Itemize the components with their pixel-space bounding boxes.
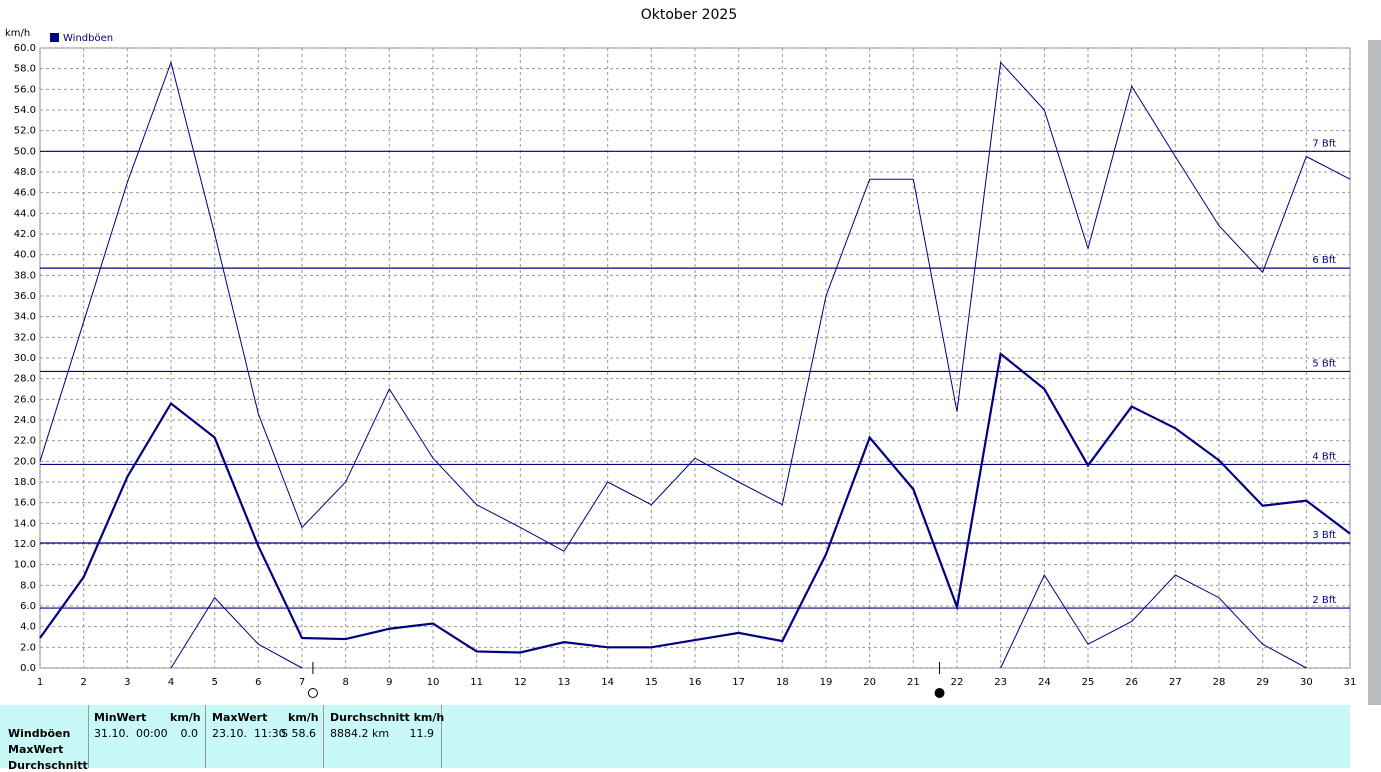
y-tick-label: 36.0	[14, 291, 36, 302]
x-tick-label: 14	[601, 677, 614, 688]
edge-strip	[1368, 40, 1381, 705]
reference-label: 4 Bft	[1312, 451, 1336, 462]
x-tick-label: 28	[1213, 677, 1226, 688]
moon-marker	[934, 688, 945, 698]
y-tick-label: 58.0	[14, 64, 36, 75]
x-tick-label: 20	[863, 677, 876, 688]
x-tick-label: 1	[37, 677, 43, 688]
header: km/h	[170, 711, 201, 724]
reference-label: 7 Bft	[1312, 138, 1336, 149]
y-tick-label: 34.0	[14, 312, 36, 323]
x-tick-label: 4	[168, 677, 174, 688]
cell: S 58.6	[281, 727, 316, 740]
y-tick-label: 60.0	[14, 43, 36, 54]
x-tick-label: 18	[776, 677, 789, 688]
cell: 0.0	[180, 727, 199, 740]
reference-label: 6 Bft	[1312, 255, 1336, 266]
y-tick-label: 40.0	[14, 250, 36, 261]
x-tick-label: 6	[255, 677, 261, 688]
x-tick-label: 11	[470, 677, 483, 688]
header: Durchschnitt km/h	[330, 711, 445, 724]
legend-swatch	[50, 33, 59, 42]
x-tick-label: 19	[820, 677, 833, 688]
x-tick-label: 10	[427, 677, 440, 688]
separator	[88, 705, 89, 768]
x-tick-label: 22	[951, 677, 964, 688]
y-tick-label: 38.0	[14, 270, 36, 281]
y-tick-label: 0.0	[20, 663, 36, 674]
row-label: Durchschnitt	[8, 759, 88, 772]
y-tick-label: 50.0	[14, 146, 36, 157]
separator	[323, 705, 324, 768]
y-tick-label: 52.0	[14, 126, 36, 137]
x-tick-label: 2	[80, 677, 86, 688]
legend-label: Windböen	[63, 33, 113, 44]
y-tick-label: 2.0	[20, 642, 36, 653]
y-tick-label: 4.0	[20, 622, 36, 633]
reference-label: 5 Bft	[1312, 358, 1336, 369]
y-tick-label: 14.0	[14, 518, 36, 529]
cell: 23.10. 11:30	[212, 727, 286, 740]
separator	[205, 705, 206, 768]
x-tick-label: 24	[1038, 677, 1051, 688]
cell: 31.10. 00:00	[94, 727, 168, 740]
series-line	[170, 573, 1307, 669]
y-tick-label: 16.0	[14, 498, 36, 509]
y-tick-label: 54.0	[14, 105, 36, 116]
separator	[441, 705, 442, 768]
y-tick-label: 18.0	[14, 477, 36, 488]
y-axis-label: km/h	[5, 28, 30, 39]
y-tick-label: 56.0	[14, 84, 36, 95]
y-tick-label: 26.0	[14, 394, 36, 405]
series-line	[39, 60, 1351, 552]
header: MinWert	[94, 711, 147, 724]
chart: Oktober 2025 km/h Windböen 0.0 2.0 4.0 6.0 8…	[5, 7, 1381, 705]
moon-marker	[307, 688, 318, 698]
x-tick-label: 29	[1256, 677, 1269, 688]
y-tick-label: 30.0	[14, 353, 36, 364]
y-tick-label: 22.0	[14, 436, 36, 447]
row-label: MaxWert	[8, 743, 64, 756]
x-tick-label: 31	[1344, 677, 1357, 688]
y-tick-label: 10.0	[14, 560, 36, 571]
series-line	[39, 351, 1351, 654]
x-tick-label: 12	[514, 677, 527, 688]
y-tick-label: 32.0	[14, 332, 36, 343]
x-tick-label: 15	[645, 677, 658, 688]
y-tick-label: 12.0	[14, 539, 36, 550]
x-tick-label: 27	[1169, 677, 1182, 688]
x-tick-label: 8	[342, 677, 348, 688]
row-label: Windböen	[8, 727, 71, 740]
summary-table: MinWert km/h MaxWert km/h Durchschnitt k…	[0, 705, 1350, 772]
y-tick-label: 46.0	[14, 188, 36, 199]
cell: 8884.2 km	[330, 727, 390, 740]
x-tick-label: 23	[994, 677, 1007, 688]
x-tick-label: 25	[1082, 677, 1095, 688]
x-tick-label: 17	[732, 677, 745, 688]
x-tick-label: 26	[1125, 677, 1138, 688]
x-tick-label: 30	[1300, 677, 1313, 688]
y-tick-label: 6.0	[20, 601, 36, 612]
y-tick-label: 48.0	[14, 167, 36, 178]
y-tick-label: 42.0	[14, 229, 36, 240]
x-tick-label: 21	[907, 677, 920, 688]
y-tick-label: 20.0	[14, 456, 36, 467]
x-tick-label: 5	[211, 677, 217, 688]
header: km/h	[288, 711, 319, 724]
x-tick-label: 13	[558, 677, 571, 688]
x-tick-label: 16	[689, 677, 702, 688]
header: MaxWert	[212, 711, 268, 724]
x-tick-label: 9	[386, 677, 392, 688]
x-tick-label: 7	[299, 677, 305, 688]
y-tick-label: 28.0	[14, 374, 36, 385]
cell: 11.9	[409, 727, 435, 740]
chart-title: Oktober 2025	[641, 7, 738, 23]
y-tick-label: 44.0	[14, 208, 36, 219]
reference-label: 3 Bft	[1312, 530, 1336, 541]
reference-label: 2 Bft	[1312, 595, 1336, 606]
y-tick-label: 24.0	[14, 415, 36, 426]
y-tick-label: 8.0	[20, 580, 36, 591]
x-tick-label: 3	[124, 677, 130, 688]
